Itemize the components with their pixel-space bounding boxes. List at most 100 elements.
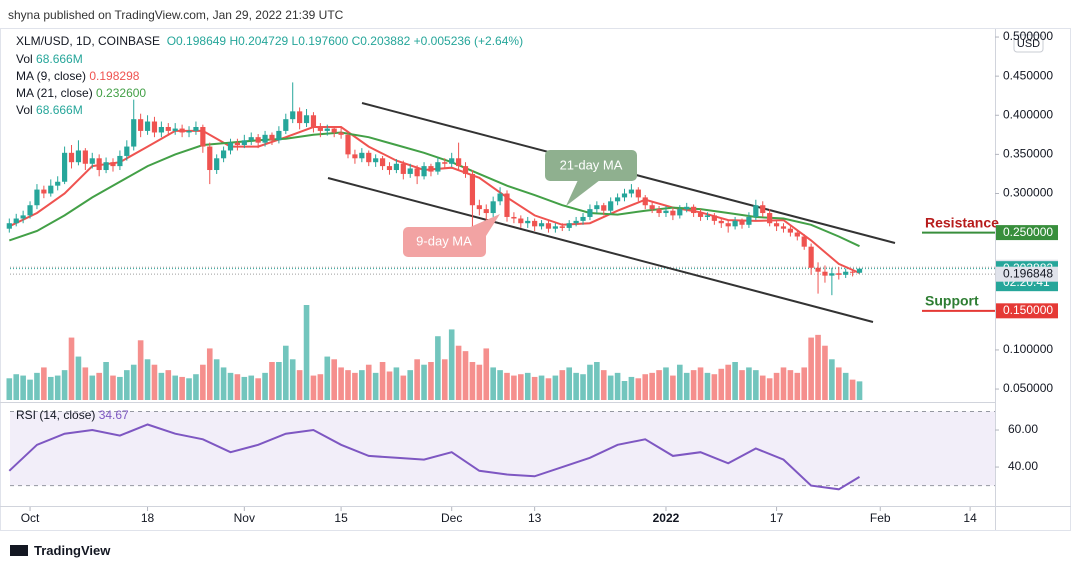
- volume-bar: [338, 367, 344, 400]
- candle-body: [518, 218, 524, 224]
- volume-bar: [656, 370, 662, 400]
- candle-body: [82, 150, 88, 164]
- candle-body: [110, 162, 116, 167]
- volume-bar: [82, 367, 89, 400]
- volume-bar: [746, 367, 752, 400]
- candle-body: [303, 115, 310, 124]
- candle-body: [483, 209, 489, 214]
- volume-bar: [61, 370, 68, 400]
- candle-body: [352, 154, 358, 159]
- volume-bar: [200, 364, 206, 400]
- candle-body: [580, 216, 586, 221]
- y-tick-label: 0.100000: [1003, 342, 1053, 356]
- candle-body: [649, 205, 655, 210]
- volume-bar: [801, 367, 808, 400]
- currency-button[interactable]: [1013, 34, 1044, 53]
- candle-body: [780, 226, 787, 229]
- candle-body: [138, 119, 144, 131]
- volume-bar: [262, 372, 268, 400]
- volume-bar: [331, 359, 337, 400]
- candle-body: [103, 162, 109, 171]
- brand-logo: [10, 545, 28, 556]
- volume-bar: [753, 370, 759, 400]
- volume-bar: [34, 372, 40, 400]
- candle-body: [407, 168, 413, 174]
- candle-body: [511, 216, 517, 219]
- candle-body: [48, 185, 54, 194]
- volume-bar: [448, 329, 455, 400]
- volume-bar: [186, 378, 192, 400]
- legend-ma21: MA (21, close) 0.232600: [16, 86, 146, 100]
- price-label-box: [996, 266, 1058, 282]
- volume-bar: [628, 376, 635, 400]
- legend-ma9: MA (9, close) 0.198298: [16, 69, 139, 83]
- volume-bar: [842, 372, 849, 400]
- candle-body: [393, 163, 399, 171]
- candle-body: [331, 128, 337, 133]
- rsi-line: [8, 423, 861, 491]
- volume-bar: [670, 375, 676, 400]
- candle-body: [158, 126, 164, 133]
- annotation-text: 9-day MA: [416, 233, 472, 248]
- ma-line: [8, 131, 860, 248]
- candle-body: [421, 166, 427, 177]
- y-tick-label: 0.400000: [1003, 107, 1053, 121]
- volume-bar: [269, 362, 275, 400]
- volume-bar: [559, 370, 566, 400]
- volume-bar: [808, 337, 814, 400]
- volume-bar: [13, 374, 20, 400]
- volume-bar: [455, 345, 462, 400]
- volume-bar: [289, 359, 296, 400]
- candle-body: [283, 119, 289, 131]
- x-tick-label: Feb: [870, 511, 891, 525]
- ohlc-value: C0.203882: [351, 34, 411, 48]
- volume-bar: [89, 375, 96, 400]
- candle-body: [255, 137, 261, 143]
- volume-bar: [566, 367, 573, 400]
- candle-body: [635, 189, 641, 198]
- volume-bar: [794, 372, 801, 400]
- candle-body: [186, 130, 192, 133]
- candle-body: [725, 223, 731, 227]
- volume-bar: [296, 370, 303, 400]
- annotation-text: 21-day MA: [560, 157, 623, 172]
- volume-bar: [103, 362, 109, 400]
- candle-body: [214, 158, 220, 171]
- volume-bar: [573, 372, 579, 400]
- candle-body: [787, 228, 793, 233]
- volume-bar: [303, 305, 310, 400]
- volume-bar: [483, 348, 490, 400]
- volume-bar: [607, 375, 614, 400]
- y-tick-label: 0.350000: [1003, 147, 1053, 161]
- volume-bar: [642, 374, 649, 400]
- candle-body: [124, 146, 130, 156]
- legend-name: Vol: [16, 103, 33, 117]
- level-name: Support: [925, 293, 979, 309]
- volume-bar: [158, 372, 165, 400]
- volume-bar: [234, 374, 241, 400]
- candle-body: [822, 271, 828, 276]
- candle-body: [601, 205, 607, 211]
- candle-body: [843, 271, 849, 275]
- x-tick-label: 14: [963, 511, 977, 525]
- volume-bar: [518, 374, 524, 400]
- candle-body: [856, 268, 863, 273]
- candle-body: [767, 213, 773, 224]
- candle-body: [718, 220, 724, 224]
- candle-body: [13, 218, 19, 224]
- level-label: 0.250000: [1003, 225, 1053, 239]
- x-tick-label: 15: [334, 511, 348, 525]
- y-tick-label: 0.450000: [1003, 68, 1053, 82]
- candle-body: [476, 205, 482, 210]
- volume-bar: [545, 378, 552, 400]
- volume-bar: [172, 375, 179, 400]
- volume-bar: [524, 372, 531, 400]
- candle-body: [697, 213, 704, 217]
- legend-value: 68.666M: [36, 103, 83, 117]
- y-tick-label: 0.500000: [1003, 29, 1053, 43]
- volume-bar: [621, 381, 628, 400]
- volume-bar: [587, 364, 593, 400]
- candle-body: [656, 209, 662, 214]
- volume-bar: [6, 378, 13, 400]
